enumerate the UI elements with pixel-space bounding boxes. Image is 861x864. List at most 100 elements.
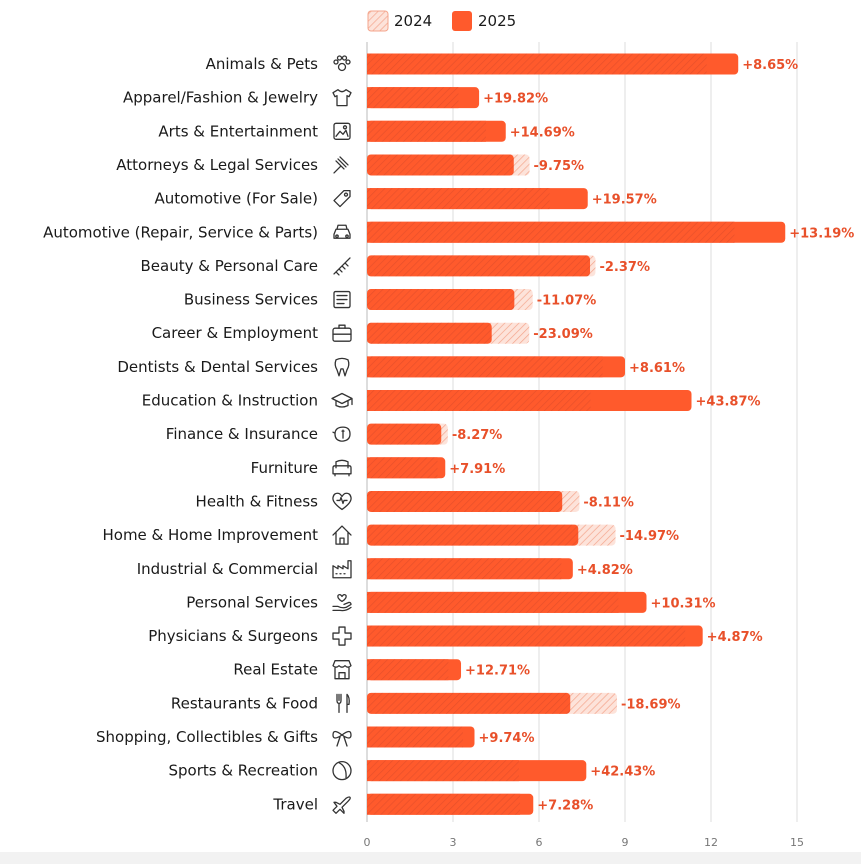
change-label: +12.71% bbox=[465, 664, 530, 679]
category-label: Apparel/Fashion & Jewelry bbox=[123, 89, 318, 107]
bar-2024-overlap bbox=[367, 188, 550, 210]
bars bbox=[367, 53, 786, 815]
bar-row bbox=[367, 120, 506, 142]
bar-2024-overlap bbox=[367, 457, 438, 479]
change-label: +14.69% bbox=[510, 125, 575, 140]
legend-swatch-2025 bbox=[452, 11, 472, 31]
change-label: -23.09% bbox=[533, 327, 593, 342]
change-label: -2.37% bbox=[599, 260, 650, 275]
paw-icon bbox=[333, 55, 351, 72]
category-label: Industrial & Commercial bbox=[137, 560, 318, 578]
category-label: Real Estate bbox=[233, 661, 318, 679]
legend-label-2025: 2025 bbox=[478, 12, 516, 30]
bar-row bbox=[367, 692, 617, 714]
x-tick-label: 9 bbox=[622, 836, 629, 849]
category-label: Business Services bbox=[184, 291, 318, 309]
category-label: Career & Employment bbox=[152, 324, 319, 342]
bar-2025 bbox=[367, 289, 515, 311]
category-icons bbox=[331, 55, 353, 814]
comb-icon bbox=[333, 257, 351, 276]
bar-row bbox=[367, 322, 530, 344]
bar-2024-overlap bbox=[367, 760, 519, 782]
bar-2024-overlap bbox=[367, 390, 591, 411]
bar-2024-overlap bbox=[367, 659, 449, 681]
change-label: +42.43% bbox=[590, 765, 655, 780]
hand-heart-icon bbox=[332, 593, 352, 612]
fork-knife-icon bbox=[336, 693, 350, 713]
bar-2024-overlap bbox=[367, 625, 686, 647]
category-label: Physicians & Surgeons bbox=[148, 627, 318, 645]
bar-2024-overlap bbox=[367, 356, 603, 378]
legend-item-2025[interactable]: 2025 bbox=[452, 11, 516, 31]
change-label: +10.31% bbox=[651, 596, 716, 611]
bar-row bbox=[367, 423, 448, 445]
category-label: Health & Fitness bbox=[196, 492, 319, 510]
footer-band bbox=[0, 852, 861, 864]
change-label: -18.69% bbox=[621, 697, 681, 712]
change-label: +13.19% bbox=[789, 226, 854, 241]
x-tick-label: 0 bbox=[364, 836, 371, 849]
document-icon bbox=[333, 290, 351, 309]
x-tick-label: 6 bbox=[536, 836, 543, 849]
category-label: Automotive (Repair, Service & Parts) bbox=[43, 223, 318, 241]
category-label: Restaurants & Food bbox=[171, 694, 318, 712]
piggy-bank-icon bbox=[332, 426, 351, 442]
change-label: +8.61% bbox=[629, 361, 685, 376]
bar-row bbox=[367, 154, 530, 176]
bar-2024-overlap bbox=[367, 53, 707, 75]
bar-2024-overlap bbox=[367, 87, 459, 109]
change-label: +9.74% bbox=[479, 731, 535, 746]
category-label: Home & Home Improvement bbox=[102, 526, 318, 544]
category-label: Dentists & Dental Services bbox=[117, 358, 318, 376]
category-label: Furniture bbox=[251, 459, 318, 477]
bar-row bbox=[367, 524, 616, 546]
bar-row bbox=[367, 53, 739, 75]
category-label: Automotive (For Sale) bbox=[154, 190, 318, 208]
picture-icon bbox=[333, 122, 351, 140]
change-label: +19.57% bbox=[592, 193, 657, 208]
storefront-icon bbox=[332, 660, 352, 680]
change-label: +19.82% bbox=[483, 92, 548, 107]
briefcase-icon bbox=[332, 324, 352, 342]
change-label: +43.87% bbox=[696, 395, 761, 410]
bar-row bbox=[367, 390, 692, 411]
change-label: +4.87% bbox=[707, 630, 763, 645]
bar-row bbox=[367, 188, 588, 210]
category-labels: Animals & Pets Apparel/Fashion & Jewelry A… bbox=[43, 55, 318, 813]
x-tick-label: 12 bbox=[704, 836, 718, 849]
bar-row bbox=[367, 289, 533, 311]
factory-icon bbox=[332, 560, 352, 579]
bar-2025 bbox=[367, 423, 442, 445]
x-axis-ticks: 0 3 6 9 12 15 bbox=[364, 836, 805, 849]
bar-row bbox=[367, 490, 580, 512]
category-label: Education & Instruction bbox=[142, 392, 318, 410]
legend-item-2024[interactable]: 2024 bbox=[367, 10, 432, 32]
bar-2025 bbox=[367, 524, 579, 546]
bar-row bbox=[367, 625, 703, 647]
change-label: +7.91% bbox=[449, 462, 505, 477]
legend: 2024 2025 bbox=[367, 10, 516, 32]
category-label: Finance & Insurance bbox=[166, 425, 318, 443]
heart-pulse-icon bbox=[332, 492, 352, 511]
bar-row bbox=[367, 356, 625, 378]
ball-icon bbox=[332, 761, 352, 781]
bar-row bbox=[367, 726, 475, 748]
change-labels: +8.65% +19.82% +14.69% -9.75% +19.57% +13.19%… bbox=[449, 58, 854, 813]
car-icon bbox=[333, 224, 351, 239]
bar-row bbox=[367, 659, 462, 681]
change-label: +4.82% bbox=[577, 563, 633, 578]
price-tag-icon bbox=[333, 189, 351, 208]
change-label: +7.28% bbox=[537, 798, 593, 813]
category-label: Beauty & Personal Care bbox=[141, 257, 318, 275]
category-label: Arts & Entertainment bbox=[158, 122, 318, 140]
house-icon bbox=[332, 525, 352, 545]
bar-2025 bbox=[367, 692, 571, 714]
armchair-icon bbox=[332, 459, 352, 477]
change-label: +8.65% bbox=[742, 58, 798, 73]
bar-row bbox=[367, 558, 573, 580]
category-label: Sports & Recreation bbox=[168, 762, 318, 780]
bar-row bbox=[367, 87, 480, 109]
bar-2025 bbox=[367, 154, 514, 176]
tshirt-icon bbox=[332, 89, 352, 107]
